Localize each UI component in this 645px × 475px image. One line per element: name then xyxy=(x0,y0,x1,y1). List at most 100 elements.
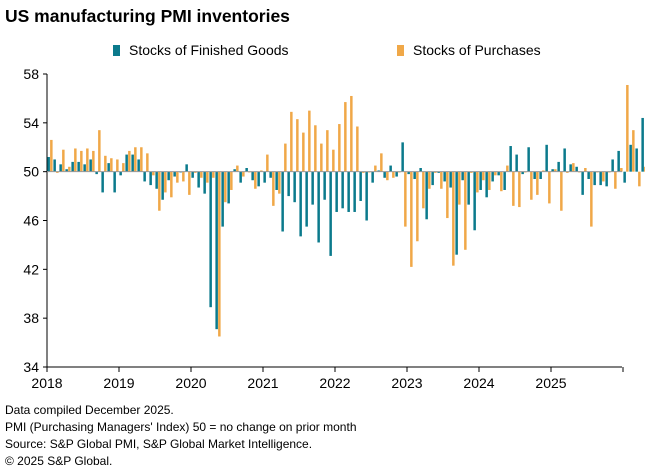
bar-finished-goods xyxy=(227,171,230,204)
bar-finished-goods xyxy=(101,171,104,193)
bar-finished-goods xyxy=(143,171,146,182)
bar-finished-goods xyxy=(623,171,626,183)
bar-purchases xyxy=(134,147,137,172)
bar-purchases xyxy=(140,147,143,172)
x-tick-label: 2025 xyxy=(535,375,566,391)
bar-finished-goods xyxy=(341,171,344,209)
y-tick-label: 42 xyxy=(23,261,39,277)
bar-purchases xyxy=(122,163,125,172)
bar-purchases xyxy=(98,130,101,172)
x-tick-label: 2018 xyxy=(31,375,62,391)
bar-purchases xyxy=(566,171,569,173)
bar-finished-goods xyxy=(173,171,176,177)
bar-purchases xyxy=(380,153,383,172)
bar-purchases xyxy=(404,171,407,227)
bar-purchases xyxy=(620,168,623,172)
bar-finished-goods xyxy=(149,171,152,186)
bar-finished-goods xyxy=(167,171,170,181)
bar-purchases xyxy=(632,130,635,172)
x-tick-label: 2023 xyxy=(391,375,422,391)
bar-purchases xyxy=(56,171,59,173)
y-tick-label: 38 xyxy=(23,310,39,326)
bar-purchases xyxy=(290,111,293,172)
bar-finished-goods xyxy=(401,142,404,172)
bar-finished-goods xyxy=(485,171,488,198)
bar-purchases xyxy=(146,153,149,172)
bar-purchases xyxy=(512,171,515,206)
bar-finished-goods xyxy=(245,168,248,172)
bar-purchases xyxy=(326,130,329,172)
bar-finished-goods xyxy=(557,161,560,172)
bar-purchases xyxy=(110,158,113,172)
bar-purchases xyxy=(74,148,77,172)
bar-finished-goods xyxy=(611,159,614,172)
x-tick-label: 2021 xyxy=(247,375,278,391)
bar-purchases xyxy=(530,171,533,200)
legend-label-finished-goods: Stocks of Finished Goods xyxy=(129,42,289,58)
bar-purchases xyxy=(374,165,377,172)
bar-finished-goods xyxy=(599,171,602,186)
bar-purchases xyxy=(62,149,65,172)
bar-purchases xyxy=(170,171,173,198)
x-tick-label: 2020 xyxy=(175,375,206,391)
bar-purchases xyxy=(554,169,557,172)
bar-purchases xyxy=(452,171,455,266)
bar-finished-goods xyxy=(329,171,332,256)
bar-purchases xyxy=(464,171,467,250)
bar-finished-goods xyxy=(365,171,368,221)
bar-finished-goods xyxy=(419,168,422,172)
bar-finished-goods xyxy=(455,171,458,255)
bar-finished-goods xyxy=(533,171,536,179)
y-tick-label: 34 xyxy=(23,359,39,375)
bar-finished-goods xyxy=(425,171,428,220)
bar-finished-goods xyxy=(233,169,236,172)
bar-finished-goods xyxy=(353,171,356,212)
bar-finished-goods xyxy=(191,171,194,178)
bar-finished-goods xyxy=(503,171,506,190)
y-tick-label: 46 xyxy=(23,213,39,229)
bar-finished-goods xyxy=(641,117,644,172)
bar-purchases xyxy=(470,171,473,173)
bar-finished-goods xyxy=(317,171,320,243)
bar-finished-goods xyxy=(635,148,638,172)
bar-finished-goods xyxy=(413,171,416,179)
bar-purchases xyxy=(188,171,191,195)
x-tick-label: 2024 xyxy=(463,375,494,391)
chart-title: US manufacturing PMI inventories xyxy=(5,6,290,26)
bar-finished-goods xyxy=(323,171,326,200)
bar-purchases xyxy=(260,170,263,172)
legend-swatch-finished-goods xyxy=(113,44,120,56)
bar-finished-goods xyxy=(491,171,494,182)
bar-finished-goods xyxy=(71,161,74,172)
bar-purchases xyxy=(92,150,95,172)
bar-finished-goods xyxy=(545,144,548,172)
bar-finished-goods xyxy=(251,171,254,181)
bar-finished-goods xyxy=(65,169,68,172)
bar-purchases xyxy=(572,163,575,172)
bar-purchases xyxy=(218,171,221,337)
bar-purchases xyxy=(590,171,593,227)
footnotes: Data compiled December 2025. PMI (Purcha… xyxy=(5,402,357,470)
bar-finished-goods xyxy=(185,164,188,172)
bar-purchases xyxy=(458,171,461,205)
bar-finished-goods xyxy=(257,171,260,187)
bar-finished-goods xyxy=(209,171,212,308)
x-tick-label: 2019 xyxy=(103,375,134,391)
bar-finished-goods xyxy=(581,171,584,195)
bar-finished-goods xyxy=(527,147,530,172)
bar-finished-goods xyxy=(443,171,446,182)
bar-purchases xyxy=(500,171,503,192)
bar-finished-goods xyxy=(311,171,314,205)
bar-purchases xyxy=(68,166,71,172)
bar-purchases xyxy=(440,171,443,189)
bar-finished-goods xyxy=(605,171,608,187)
legend-label-purchases: Stocks of Purchases xyxy=(413,42,541,58)
bar-finished-goods xyxy=(569,164,572,172)
bar-finished-goods xyxy=(593,171,596,186)
bar-purchases xyxy=(602,171,605,182)
footnote-source: Source: S&P Global PMI, S&P Global Marke… xyxy=(5,437,313,451)
bar-purchases xyxy=(560,171,563,211)
bar-purchases xyxy=(428,171,431,189)
bar-purchases xyxy=(152,171,155,176)
